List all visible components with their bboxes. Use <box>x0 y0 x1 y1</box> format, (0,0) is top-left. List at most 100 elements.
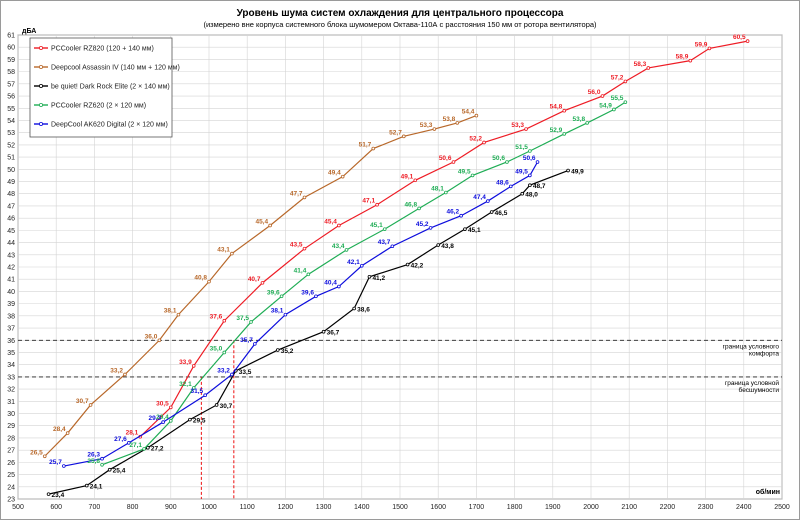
data-label: 35,2 <box>281 348 294 355</box>
series-line <box>48 169 569 495</box>
data-label: 45,1 <box>370 222 383 229</box>
data-label: 52,9 <box>550 127 563 134</box>
data-label: 49,1 <box>401 173 414 180</box>
data-point <box>203 393 207 398</box>
data-point <box>444 190 448 195</box>
legend-entry: Deepcool Assassin IV (140 мм + 120 мм) <box>51 65 180 72</box>
data-point <box>535 160 540 164</box>
data-label: 30,7 <box>220 403 233 410</box>
legend-entry: DeepCool AK620 Digital (2 × 120 мм) <box>51 122 168 129</box>
y-axis-label: дБА <box>22 28 36 35</box>
data-label: 40,8 <box>194 275 207 282</box>
data-point <box>402 134 406 139</box>
x-tick-label: 1900 <box>545 504 561 511</box>
x-tick-label: 2000 <box>583 504 599 511</box>
data-label: 52,7 <box>389 129 402 136</box>
data-point <box>146 445 150 450</box>
data-point <box>688 58 693 63</box>
data-label: 46,2 <box>446 209 459 216</box>
data-point <box>302 195 307 200</box>
y-tick-label: 58 <box>7 69 15 76</box>
data-label: 37,6 <box>210 314 223 321</box>
data-point <box>524 127 528 131</box>
data-label: 48,1 <box>431 186 444 193</box>
x-tick-label: 1000 <box>201 504 217 511</box>
data-point <box>275 348 280 352</box>
data-point <box>382 227 387 231</box>
x-tick-label: 2100 <box>621 504 637 511</box>
data-label: 43,1 <box>217 247 230 254</box>
legend-marker <box>39 84 44 89</box>
data-label: 25,7 <box>49 459 62 466</box>
data-label: 45,2 <box>416 221 429 228</box>
data-label: 48,6 <box>496 179 509 186</box>
x-axis-label: об/мин <box>756 488 780 496</box>
data-point <box>520 191 525 196</box>
data-label: 45,1 <box>468 227 481 234</box>
data-label: 53,3 <box>420 122 433 129</box>
data-point <box>417 206 421 211</box>
y-tick-label: 36 <box>7 338 15 345</box>
data-point <box>528 183 532 187</box>
data-point <box>161 420 165 424</box>
data-label: 35,0 <box>210 345 223 352</box>
y-tick-label: 52 <box>7 142 15 149</box>
data-label: 53,3 <box>511 122 524 129</box>
x-tick-label: 1100 <box>240 504 255 511</box>
x-tick-label: 1400 <box>354 504 370 511</box>
data-label: 49,9 <box>571 169 584 176</box>
data-point <box>375 202 379 207</box>
x-tick-label: 1500 <box>392 504 408 511</box>
data-point <box>176 312 181 317</box>
data-label: 50,6 <box>523 155 536 162</box>
y-tick-label: 33 <box>7 374 15 381</box>
data-label: 46,5 <box>495 210 508 217</box>
data-point <box>646 66 651 70</box>
x-tick-label: 800 <box>127 504 139 511</box>
data-label: 26,3 <box>87 452 100 459</box>
y-tick-label: 56 <box>7 94 15 101</box>
data-point <box>123 372 127 377</box>
data-label: 23,4 <box>52 492 65 499</box>
data-point <box>474 113 479 118</box>
y-tick-label: 50 <box>7 167 15 174</box>
data-label: 29,5 <box>193 418 206 425</box>
legend-marker <box>39 122 44 127</box>
x-tick-label: 2400 <box>736 504 752 511</box>
data-label: 47,7 <box>290 190 303 197</box>
y-tick-label: 60 <box>7 45 15 52</box>
data-point <box>65 431 70 435</box>
data-label: 38,1 <box>271 308 284 315</box>
data-point <box>279 294 284 299</box>
data-label: 49,5 <box>515 168 528 175</box>
data-label: 45,4 <box>255 218 268 225</box>
y-tick-label: 24 <box>7 484 15 491</box>
data-label: 36,0 <box>145 333 158 340</box>
y-tick-label: 25 <box>7 472 15 479</box>
data-point <box>230 372 234 377</box>
series-line <box>44 115 477 457</box>
data-label: 46,8 <box>404 201 417 208</box>
data-point <box>321 329 326 334</box>
data-label: 33,2 <box>217 367 230 374</box>
data-point <box>249 320 253 324</box>
y-tick-label: 40 <box>7 289 15 296</box>
y-tick-label: 43 <box>7 252 15 259</box>
threshold-label: граница условного <box>723 343 780 350</box>
y-tick-label: 46 <box>7 216 15 223</box>
data-label: 51,7 <box>359 142 372 149</box>
x-tick-label: 700 <box>89 504 101 511</box>
data-label: 33,5 <box>239 369 252 376</box>
data-point <box>528 173 532 178</box>
data-label: 33,9 <box>179 359 192 366</box>
series-line <box>63 161 539 467</box>
data-label: 27,6 <box>114 436 127 443</box>
data-point <box>436 243 441 247</box>
data-label: 35,7 <box>240 337 253 344</box>
data-point <box>314 294 318 299</box>
data-point <box>459 213 463 218</box>
x-tick-label: 1700 <box>469 504 485 511</box>
legend-marker <box>39 65 44 70</box>
y-tick-label: 47 <box>7 203 15 210</box>
threshold-label: бесшумности <box>739 386 780 394</box>
